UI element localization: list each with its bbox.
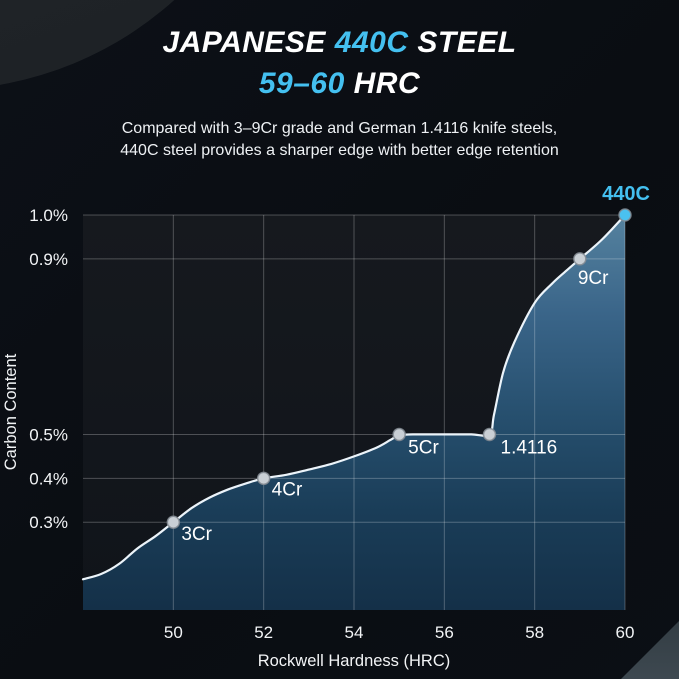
data-point-1-4116	[482, 427, 497, 442]
point-label-3cr: 3Cr	[181, 524, 212, 545]
x-axis-title: Rockwell Hardness (HRC)	[258, 652, 451, 670]
subtitle-part2: HRC	[353, 67, 421, 100]
page-title: JAPANESE 440C STEEL	[0, 26, 679, 60]
data-point-4cr	[256, 471, 271, 486]
x-tick-label: 58	[525, 623, 544, 642]
title-part2: STEEL	[417, 26, 517, 59]
description: Compared with 3–9Cr grade and German 1.4…	[0, 118, 679, 162]
x-tick-label: 54	[345, 623, 364, 642]
x-tick-label: 60	[616, 623, 635, 642]
point-label-9cr: 9Cr	[578, 268, 609, 289]
subtitle-accent: 59–60	[258, 67, 345, 100]
description-line1: Compared with 3–9Cr grade and German 1.4…	[121, 120, 558, 137]
data-point-5cr	[392, 427, 406, 442]
x-tick-label: 56	[435, 623, 454, 642]
header: JAPANESE 440C STEEL 59–60 HRC Compared w…	[0, 26, 679, 162]
point-label-440c: 440C	[602, 183, 650, 205]
data-point-3cr	[166, 515, 181, 529]
page-subtitle: 59–60 HRC	[0, 67, 679, 101]
title-part1: JAPANESE	[162, 26, 326, 59]
description-line2: 440C steel provides a sharper edge with …	[120, 142, 559, 159]
title-accent: 440C	[334, 26, 409, 59]
x-tick-label: 50	[164, 623, 183, 642]
y-tick-label: 0.3%	[29, 513, 68, 532]
y-tick-label: 0.5%	[29, 425, 68, 444]
y-tick-label: 0.4%	[29, 469, 68, 488]
point-label-1-4116: 1.4116	[501, 437, 558, 458]
x-tick-label: 52	[254, 623, 273, 642]
data-point-440c	[618, 208, 632, 222]
y-tick-label: 1.0%	[29, 206, 68, 225]
data-point-9cr	[573, 252, 587, 266]
point-label-4cr: 4Cr	[272, 479, 303, 500]
y-axis-title: Carbon Content	[2, 353, 20, 470]
area-fill	[83, 215, 625, 610]
y-tick-label: 0.9%	[29, 250, 68, 269]
point-label-5cr: 5Cr	[408, 437, 439, 458]
